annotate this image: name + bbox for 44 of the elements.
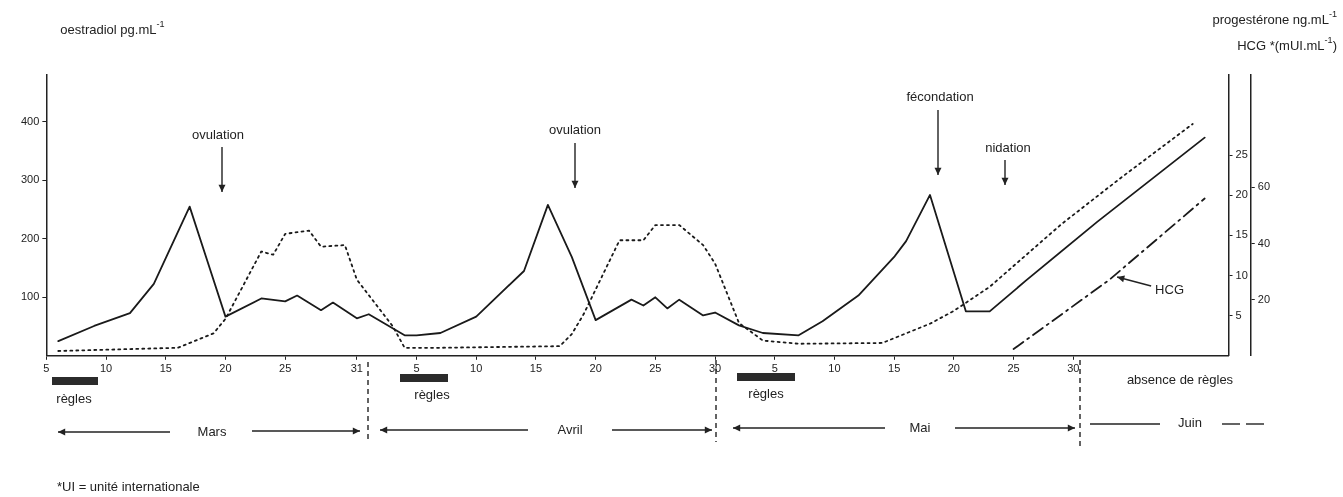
- y3-tick-label: 60: [1257, 180, 1271, 193]
- x-tick-label: 20: [219, 362, 232, 375]
- annotation: ovulation: [191, 126, 245, 142]
- y2-tick-label: 25: [1235, 148, 1248, 161]
- x-tick-label: 5: [43, 362, 50, 375]
- x-tick-label: 31: [350, 362, 363, 375]
- x-tick-label: 15: [159, 362, 172, 375]
- x-tick-label: 10: [470, 362, 483, 375]
- y2-tick-label: 10: [1235, 268, 1248, 281]
- y2-tick-label: 5: [1235, 308, 1242, 321]
- x-tick-label: 5: [413, 362, 420, 375]
- text: *UI = unité internationale: [57, 478, 200, 494]
- text: Avril: [557, 421, 583, 437]
- y3-tick-label: 40: [1257, 236, 1271, 249]
- text: règles: [414, 386, 451, 402]
- x-tick-label: 30: [708, 362, 722, 375]
- text: règles: [748, 385, 785, 401]
- x-tick-label: 25: [1007, 362, 1020, 375]
- annotation: ovulation: [548, 121, 602, 137]
- x-tick-label: 20: [589, 362, 602, 375]
- y-tick-label: 100: [20, 290, 40, 303]
- annotation: fécondation: [906, 88, 974, 104]
- x-tick-label: 5: [771, 362, 778, 375]
- y3-tick-label: 20: [1257, 292, 1271, 305]
- x-tick-label: 10: [99, 362, 113, 375]
- x-tick-label: 10: [828, 362, 841, 375]
- y2-tick-label: 20: [1235, 188, 1248, 201]
- legend-label: HCG: [1155, 281, 1185, 297]
- annotation: nidation: [985, 139, 1031, 155]
- text: règles: [56, 390, 93, 406]
- text: Mars: [197, 423, 227, 439]
- y-tick-label: 400: [20, 114, 40, 127]
- x-tick-label: 20: [947, 362, 961, 375]
- y2-tick-label: 15: [1235, 228, 1248, 241]
- y-tick-label: 300: [20, 173, 40, 186]
- text: Mai: [909, 419, 931, 435]
- text: absence de règles: [1126, 371, 1234, 387]
- x-tick-label: 25: [649, 362, 662, 375]
- x-tick-label: 30: [1067, 362, 1080, 375]
- y-tick-label: 200: [20, 231, 40, 244]
- text: Juin: [1178, 414, 1202, 430]
- x-tick-label: 15: [529, 362, 543, 375]
- x-tick-label: 25: [279, 362, 292, 375]
- x-tick-label: 15: [888, 362, 901, 375]
